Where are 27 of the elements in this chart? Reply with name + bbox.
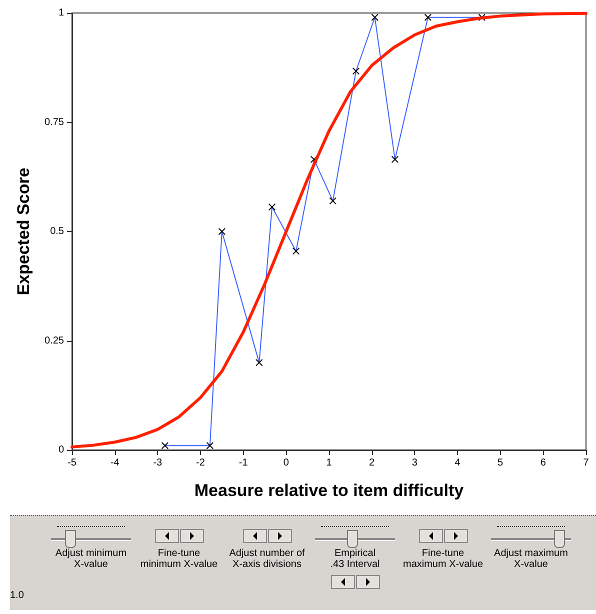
x-tick-label: 5 — [498, 458, 504, 468]
y-axis-title: Expected Score — [14, 168, 33, 296]
y-tick-label: 0.5 — [50, 226, 64, 237]
x-tick-label: 6 — [540, 458, 546, 468]
text: Adjust minimum X-value — [54, 548, 128, 570]
x-tick-label: -1 — [238, 458, 248, 468]
y-tick-label: 0.75 — [44, 116, 64, 128]
y-tick-label: 0 — [58, 444, 64, 456]
x-tick-label: -3 — [153, 458, 163, 468]
x-tick-label: 4 — [454, 458, 461, 468]
x-tick-label: 3 — [412, 458, 418, 468]
x-tick-label: 7 — [583, 458, 590, 468]
text: Empirical .43 Interval — [329, 548, 381, 570]
x-tick-label: -4 — [110, 458, 120, 468]
x-tick-label: -2 — [196, 458, 206, 468]
x-tick-label: 2 — [369, 458, 376, 468]
text: Fine-tune minimum X-value — [139, 548, 219, 570]
x-tick-label: 1 — [326, 458, 332, 468]
text: Adjust number of X-axis divisions — [228, 548, 306, 570]
y-tick-label: 0.25 — [44, 335, 64, 346]
y-tick-label: 1 — [58, 8, 64, 18]
text: Adjust maximum X-value — [493, 548, 569, 570]
x-axis-title: Measure relative to item difficulty — [194, 481, 464, 500]
x-tick-label: -5 — [68, 458, 77, 468]
x-tick-label: 0 — [283, 458, 290, 468]
text: Fine-tune maximum X-value — [402, 548, 484, 570]
text: 1.0 — [10, 590, 24, 601]
